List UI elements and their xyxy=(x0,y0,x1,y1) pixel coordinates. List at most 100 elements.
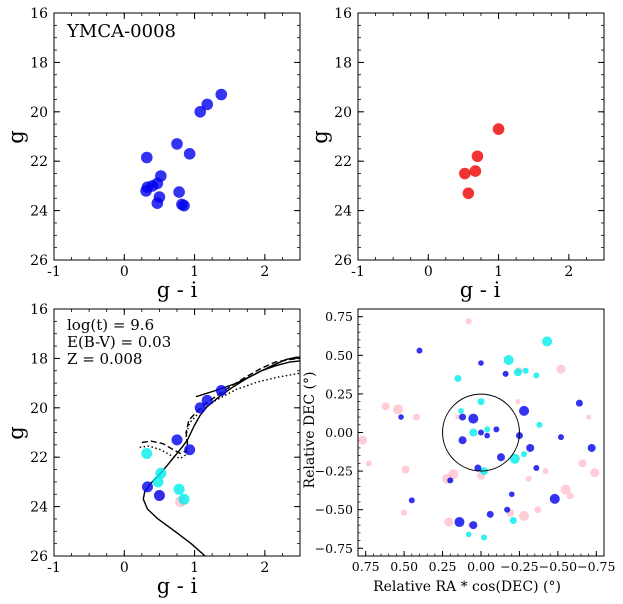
y-tick-label: 24 xyxy=(30,500,48,516)
sky-point-pink xyxy=(465,318,472,325)
x-tick-label: 0 xyxy=(120,264,129,280)
sky-point-blue xyxy=(557,434,564,441)
panel-cmd-isochrone: -1 0 1 2 16 18 20 22 24 26 xyxy=(30,302,301,576)
sky-point-blue xyxy=(486,510,494,518)
sky-point-pink xyxy=(381,402,390,411)
y-tick-label: 26 xyxy=(30,253,48,269)
data-point-member xyxy=(215,88,228,101)
data-point-member xyxy=(201,98,214,111)
sky-point-blue xyxy=(508,491,515,498)
sky-point-cyan xyxy=(513,368,522,377)
x-tick-label: 2 xyxy=(564,264,573,280)
data-point-field xyxy=(459,167,471,180)
data-point-member xyxy=(178,199,190,212)
data-point-member xyxy=(140,151,153,164)
sky-point-blue xyxy=(469,521,478,530)
y-axis-title-panel-3: g xyxy=(4,426,28,439)
x-tick-label: 1 xyxy=(494,264,503,280)
sky-point-blue xyxy=(398,414,404,420)
x-tick-label: 0.25 xyxy=(429,559,457,574)
data-point-member xyxy=(171,138,183,150)
sky-point-pink xyxy=(444,517,454,527)
y-tick-label: 0.25 xyxy=(325,386,353,401)
x-tick-label: 0.00 xyxy=(467,559,495,574)
y-tick-label: 0.00 xyxy=(325,425,353,440)
data-point-field xyxy=(471,150,484,163)
y-tick-label: 0.75 xyxy=(325,309,353,324)
data-point-cyan xyxy=(141,447,153,459)
sky-point-cyan xyxy=(522,367,529,374)
sky-point-pink xyxy=(542,468,549,475)
data-point-field xyxy=(492,123,505,135)
sky-point-blue xyxy=(502,370,509,377)
sky-point-pink xyxy=(392,404,403,415)
y-tick-label: 22 xyxy=(334,154,352,170)
x-axis-title-panel-1: g - i xyxy=(157,278,198,302)
x-tick-label: 1 xyxy=(190,264,199,280)
x-tick-label: 2 xyxy=(260,264,269,280)
y-tick-label: 16 xyxy=(30,6,48,22)
sky-point-pink xyxy=(525,475,532,482)
sky-point-pink xyxy=(556,364,566,374)
isochrone-layer xyxy=(139,356,300,556)
x-tick-label: 2 xyxy=(260,560,269,576)
sky-point-pink xyxy=(365,460,372,467)
panel-cmd-members: -1 0 1 2 16 18 20 22 24 26 xyxy=(30,6,301,280)
sky-point-blue xyxy=(496,453,505,462)
data-point-blue xyxy=(153,489,165,501)
sky-point-pink xyxy=(560,484,571,495)
y-tick-label: 16 xyxy=(334,6,352,22)
sky-point-pink xyxy=(401,465,410,474)
y-tick-label: 20 xyxy=(334,105,352,121)
x-tick-label: −0.25 xyxy=(500,559,538,574)
data-point-blue xyxy=(215,385,227,397)
sky-point-blue xyxy=(493,426,500,433)
y-tick-label: 18 xyxy=(30,351,48,367)
data-point-member xyxy=(183,147,196,160)
sky-point-blue xyxy=(526,443,535,452)
sky-point-blue xyxy=(533,465,540,472)
sky-point-pink xyxy=(578,459,587,468)
annotation-metallicity: Z = 0.008 xyxy=(67,350,142,368)
y-tick-label: 20 xyxy=(30,105,48,121)
sky-point-blue xyxy=(468,413,479,424)
y-tick-label: 22 xyxy=(30,154,48,170)
x-axis-title-panel-2: g - i xyxy=(460,278,501,302)
x-axis-title-panel-3: g - i xyxy=(157,574,198,598)
x-tick-label: 0.75 xyxy=(352,559,380,574)
data-point-blue xyxy=(194,402,206,414)
y-tick-label: 0.50 xyxy=(325,348,353,363)
sky-point-blue xyxy=(519,405,530,416)
sky-point-cyan xyxy=(542,336,553,347)
data-point-cyan xyxy=(178,493,190,505)
y-tick-label: 24 xyxy=(30,204,48,220)
sky-point-cyan xyxy=(481,534,488,541)
sky-point-blue xyxy=(474,464,482,472)
y-tick-label: 22 xyxy=(30,450,48,466)
data-point-cyan xyxy=(173,483,185,495)
sky-point-pink xyxy=(455,414,461,420)
sky-point-blue xyxy=(416,347,423,354)
sky-point-pink xyxy=(358,435,368,445)
sky-point-pink xyxy=(519,510,530,521)
plot-frame xyxy=(357,12,605,261)
sky-point-blue xyxy=(478,360,484,366)
x-tick-label: −0.50 xyxy=(539,559,577,574)
sky-point-cyan xyxy=(454,374,462,382)
sky-point-cyan xyxy=(469,428,478,437)
y-tick-label: −0.50 xyxy=(315,502,353,517)
sky-point-cyan xyxy=(484,426,491,433)
y-tick-label: 18 xyxy=(30,55,48,71)
data-point-blue xyxy=(201,394,213,406)
y-axis-title-panel-2: g xyxy=(308,130,332,143)
sky-point-cyan xyxy=(533,372,540,379)
panel-sky-map: 0.75 0.50 0.25 0.00 −0.25 −0.50 −0.750.750.500… xyxy=(315,308,615,574)
plot-frame xyxy=(53,12,301,261)
x-tick-label: -1 xyxy=(47,264,61,280)
sky-point-cyan xyxy=(503,354,514,365)
y-tick-label: 24 xyxy=(334,204,352,220)
data-point-blue xyxy=(171,434,183,446)
sky-point-pink xyxy=(586,414,592,420)
sky-point-pink xyxy=(566,492,574,500)
isochrone-dashed-line xyxy=(141,357,300,455)
